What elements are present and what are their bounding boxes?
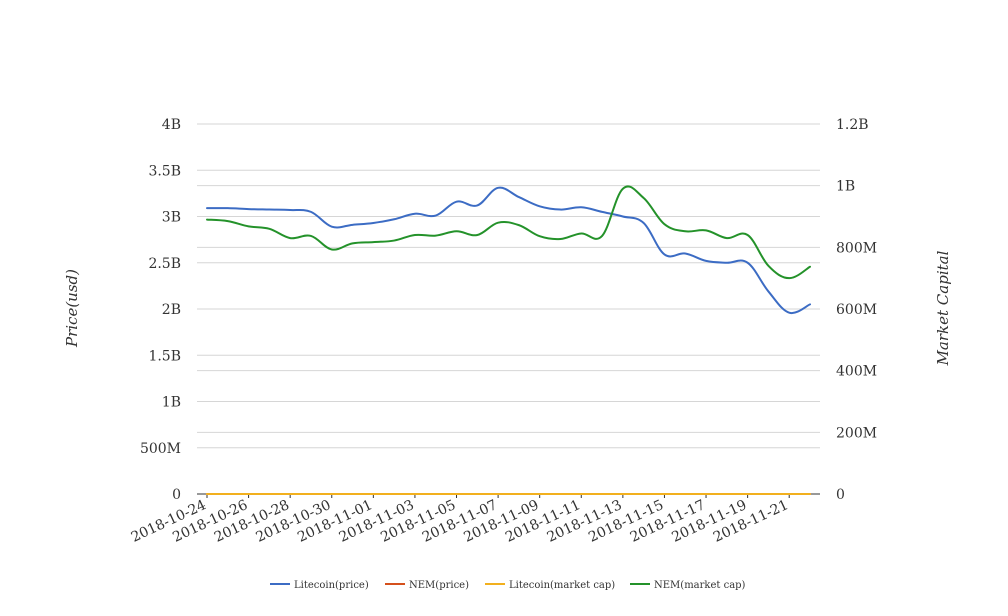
y-tick-label: 0 <box>172 487 181 503</box>
legend-label: Litecoin(market cap) <box>509 580 615 591</box>
y-tick-label: 500M <box>140 441 181 457</box>
y2-tick-label: 400M <box>836 364 877 380</box>
y-tick-label: 3B <box>162 210 181 226</box>
y-tick-label: 2B <box>162 302 181 318</box>
y2-tick-label: 1.2B <box>836 117 869 133</box>
series-line-litecoin-price <box>206 186 811 315</box>
y2-tick-label: 1B <box>836 179 855 195</box>
y2-tick-label: 200M <box>836 425 877 441</box>
y-axis-title: Price(usd) <box>63 269 81 348</box>
legend-label: NEM(market cap) <box>654 580 746 591</box>
y2-tick-label: 800M <box>836 240 877 256</box>
series-lines <box>206 185 811 495</box>
y-tick-label: 3.5B <box>148 163 181 179</box>
left-axis-ticks: 0 500M 1B 1.5B 2B 2.5B 3B 3.5B 4B <box>140 117 181 503</box>
legend-label: Litecoin(price) <box>294 580 369 591</box>
series-line-nem-market-cap <box>206 185 811 280</box>
y2-tick-label: 0 <box>836 487 845 503</box>
x-axis-ticks: 2018-10-242018-10-262018-10-282018-10-30… <box>129 494 791 546</box>
y2-axis-title: Market Capital <box>934 250 952 366</box>
legend-label: NEM(price) <box>409 580 469 591</box>
right-axis-ticks: 0 200M 400M 600M 800M 1B 1.2B <box>836 117 877 503</box>
y-tick-label: 4B <box>162 117 181 133</box>
y-tick-label: 1B <box>162 395 181 411</box>
grid-lines <box>197 123 820 495</box>
legend: Litecoin(price) NEM(price) Litecoin(market… <box>270 580 746 591</box>
y-tick-label: 1.5B <box>148 348 181 364</box>
y-tick-label: 2.5B <box>148 256 181 272</box>
y2-tick-label: 600M <box>836 302 877 318</box>
